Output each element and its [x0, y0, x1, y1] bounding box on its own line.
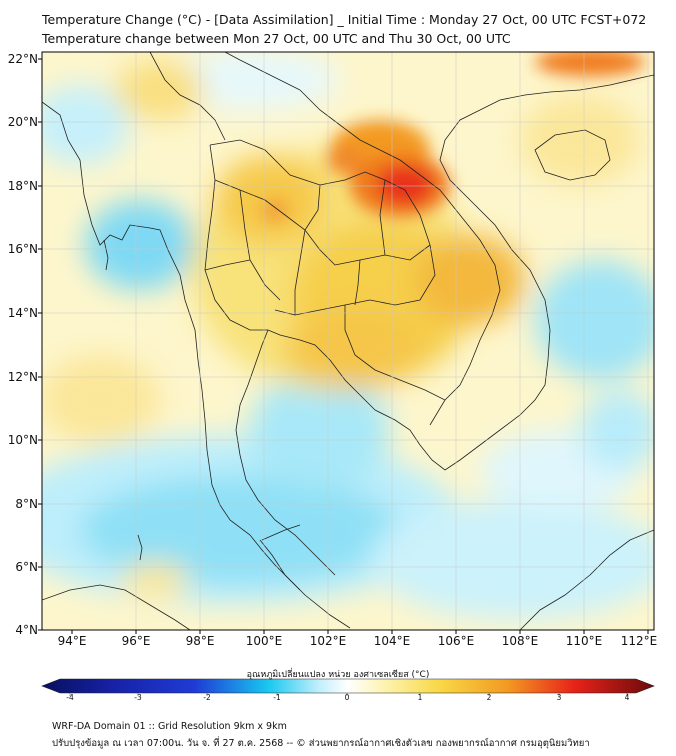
lat-label-22n: 22°N [7, 52, 38, 66]
lon-label-98e: 98°E [185, 634, 215, 648]
colorbar-tick-label: -2 [203, 693, 211, 702]
colorbar-tick-label: -3 [134, 693, 142, 702]
lat-label-18n: 18°N [7, 179, 38, 193]
lon-label-100e: 100°E [245, 634, 283, 648]
model-info: WRF-DA Domain 01 :: Grid Resolution 9km … [52, 721, 287, 732]
map-frame [41, 51, 655, 631]
colorbar-tick-label: -1 [273, 693, 281, 702]
colorbar-tick-label: 3 [556, 693, 562, 702]
lon-label-104e: 104°E [373, 634, 411, 648]
colorbar-title: อุณหภูมิเปลี่ยนแปลง หน่วย องศาเซลเซียส (… [246, 670, 430, 680]
colorbar-ticks [69, 693, 628, 696]
lon-label-108e: 108°E [501, 634, 539, 648]
lat-label-6n: 6°N [15, 560, 38, 574]
lon-label-96e: 96°E [121, 634, 151, 648]
colorbar-tick-label: 0 [344, 693, 350, 702]
lat-label-14n: 14°N [7, 306, 38, 320]
lat-label-16n: 16°N [7, 242, 38, 256]
lat-label-20n: 20°N [7, 115, 38, 129]
lon-label-102e: 102°E [309, 634, 347, 648]
coastlines-and-borders [42, 52, 654, 630]
lon-label-94e: 94°E [57, 634, 87, 648]
update-credit: ปรับปรุงข้อมูล ณ เวลา 07:00น. วัน จ. ที่… [52, 738, 590, 749]
lat-label-10n: 10°N [7, 433, 38, 447]
gridlines [42, 52, 654, 630]
axis-ticks [38, 58, 649, 634]
colorbar-tick-label: 2 [486, 693, 492, 702]
temperature-change-map [38, 51, 655, 696]
temperature-field [42, 52, 654, 630]
lat-label-8n: 8°N [15, 497, 38, 511]
lon-label-112e: 112°E [620, 634, 658, 648]
colorbar-tick-label: 1 [417, 693, 423, 702]
map-title: Temperature Change (°C) - [Data Assimila… [42, 12, 647, 27]
map-subtitle: Temperature change between Mon 27 Oct, 0… [42, 31, 511, 46]
lat-label-4n: 4°N [15, 623, 38, 637]
lat-label-12n: 12°N [7, 370, 38, 384]
colorbar-tick-label: -4 [66, 693, 74, 702]
colorbar-tick-label: 4 [624, 693, 630, 702]
colorbar [41, 678, 655, 694]
lon-label-110e: 110°E [565, 634, 603, 648]
lon-label-106e: 106°E [437, 634, 475, 648]
